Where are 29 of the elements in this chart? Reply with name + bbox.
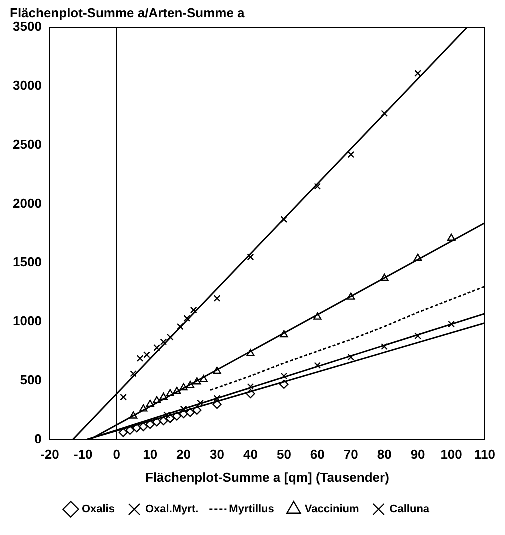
y-tick-label: 0 [34,431,42,446]
y-tick-label: 2000 [13,196,42,211]
x-tick-label: 40 [243,447,258,462]
x-tick-label: -20 [40,447,60,462]
x-tick-label: -10 [74,447,93,462]
y-tick-label: 1000 [13,314,42,329]
y-tick-label: 500 [20,372,42,388]
x-tick-label: 80 [377,447,392,462]
x-tick-label: 50 [276,447,292,462]
x-tick-label: 100 [440,447,462,462]
x-tick-label: 10 [143,447,158,462]
x-tick-label: 70 [344,447,358,462]
y-tick-label: 1500 [13,254,42,270]
x-tick-label: 20 [176,447,192,462]
x-tick-label: 60 [310,447,325,462]
legend-label: Oxal.Myrt. [145,504,199,516]
x-axis-title: Flächenplot-Summe a [qm] (Tausender) [146,470,390,485]
legend-label: Myrtillus [229,504,274,516]
y-tick-label: 2500 [13,136,42,152]
legend-label: Oxalis [82,504,115,516]
x-tick-label: 0 [113,447,120,462]
x-tick-label: 110 [474,447,496,462]
x-tick-label: 30 [210,447,224,462]
chart-title: Flächenplot-Summe a/Arten-Summe a [10,5,246,20]
x-tick-label: 90 [410,447,426,462]
legend-label: Calluna [390,504,430,516]
y-tick-label: 3500 [13,19,42,34]
legend-label: Vaccinium [304,504,360,516]
y-tick-label: 3000 [13,78,42,94]
